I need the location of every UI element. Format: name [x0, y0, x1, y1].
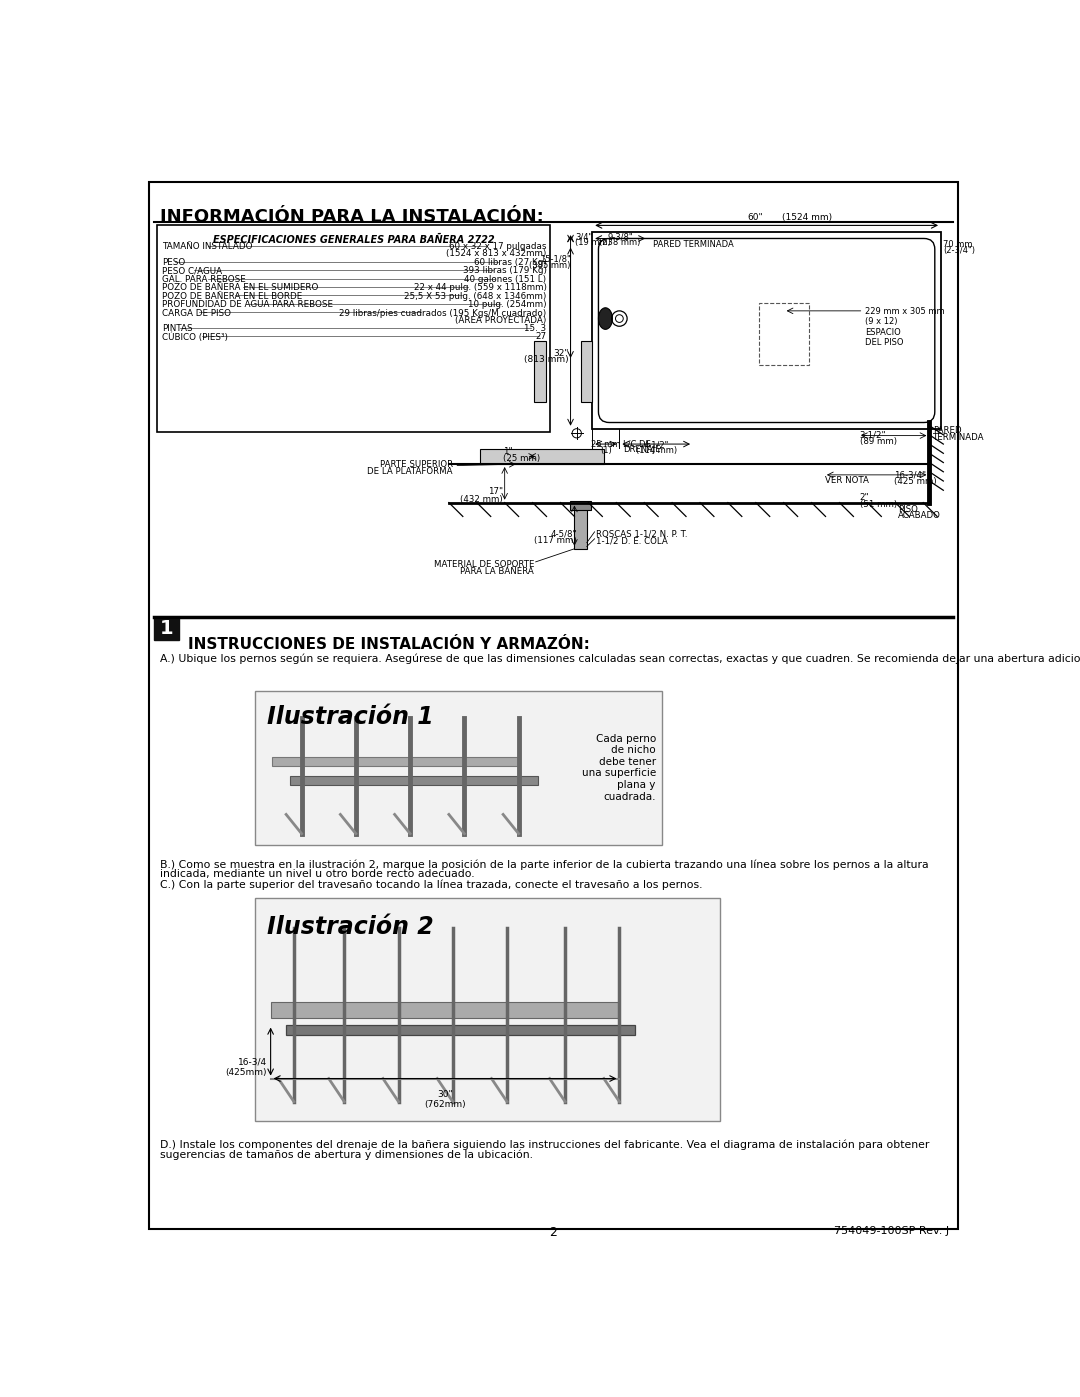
Text: CARGA DE PISO: CARGA DE PISO [162, 309, 231, 317]
Text: 29 libras/pies cuadrados (195 Kgs/M cuadrado): 29 libras/pies cuadrados (195 Kgs/M cuad… [339, 309, 546, 317]
Text: ROSCAS 1-1/2 N. P. T.: ROSCAS 1-1/2 N. P. T. [596, 529, 688, 538]
Text: ACABADO: ACABADO [899, 511, 942, 520]
Text: (89 mm): (89 mm) [860, 437, 896, 446]
Text: (432 mm): (432 mm) [460, 495, 503, 504]
Text: (385 mm): (385 mm) [529, 261, 570, 270]
Text: 4-5/8": 4-5/8" [550, 529, 577, 538]
Text: (425 mm): (425 mm) [894, 478, 937, 486]
Text: A.) Ubique los pernos según se requiera. Asegúrese de que las dimensiones calcul: A.) Ubique los pernos según se requiera.… [160, 654, 1080, 664]
Text: 2": 2" [860, 493, 869, 503]
Text: (51 mm): (51 mm) [860, 500, 896, 510]
Text: 40 galones (151 L): 40 galones (151 L) [464, 275, 546, 284]
Text: 16-3/4
(425mm): 16-3/4 (425mm) [226, 1058, 267, 1077]
Text: 15-1/8": 15-1/8" [540, 254, 570, 264]
Text: (1524 mm): (1524 mm) [782, 214, 833, 222]
Bar [570, 502, 592, 510]
Text: 754049-100SP Rev. J: 754049-100SP Rev. J [834, 1227, 948, 1236]
Text: DE LA PLATAFORMA: DE LA PLATAFORMA [367, 467, 453, 476]
Text: PINTAS: PINTAS [162, 324, 192, 332]
Text: (114 mm): (114 mm) [636, 446, 677, 454]
Bar [291, 775, 538, 785]
Text: B.) Como se muestra en la ilustración 2, marque la posición de la parte inferior: B.) Como se muestra en la ilustración 2,… [160, 859, 929, 869]
Text: 60 x 32 x 17 pulgadas: 60 x 32 x 17 pulgadas [449, 242, 546, 251]
Text: 3-1/2": 3-1/2" [860, 432, 887, 440]
Text: (238 mm): (238 mm) [599, 237, 640, 247]
Text: (1524 x 813 x 432mm): (1524 x 813 x 432mm) [446, 249, 546, 258]
Text: CÚBICO (PIES³): CÚBICO (PIES³) [162, 332, 228, 342]
Text: 70 mm: 70 mm [943, 240, 973, 249]
Bar [154, 616, 179, 640]
Text: INFORMACIÓN PARA LA INSTALACIÓN:: INFORMACIÓN PARA LA INSTALACIÓN: [160, 208, 543, 226]
Bar [575, 503, 586, 549]
Text: L/C DE: L/C DE [623, 440, 651, 448]
Text: 60": 60" [747, 214, 762, 222]
Text: MATERIAL DE SOPORTE: MATERIAL DE SOPORTE [434, 560, 535, 570]
Text: TAMAÑO INSTALADO: TAMAÑO INSTALADO [162, 242, 253, 251]
Bar [271, 1002, 619, 1018]
Text: POZO DE BAÑERA EN EL SUMIDERO: POZO DE BAÑERA EN EL SUMIDERO [162, 284, 319, 292]
Text: 25,5 X 53 pulg. (648 x 1346mm): 25,5 X 53 pulg. (648 x 1346mm) [404, 292, 546, 300]
Bar [255, 692, 662, 845]
Text: ESPECIFICACIONES GENERALES PARA BAÑERA 2722: ESPECIFICACIONES GENERALES PARA BAÑERA 2… [213, 235, 495, 244]
Text: 4-1/2": 4-1/2" [644, 440, 669, 450]
Text: DRENAJE: DRENAJE [623, 444, 661, 454]
Text: POZO DE BAÑERA EN EL BORDE: POZO DE BAÑERA EN EL BORDE [162, 292, 302, 300]
Text: 60 libras (27 Kg): 60 libras (27 Kg) [474, 257, 546, 267]
Bar [157, 225, 551, 432]
Bar [480, 448, 604, 464]
Text: 27: 27 [536, 332, 546, 341]
Bar [592, 232, 941, 429]
Text: 32": 32" [554, 349, 569, 358]
Text: Ilustración 1: Ilustración 1 [267, 705, 433, 729]
Text: 1-1/2 D. E. COLA: 1-1/2 D. E. COLA [596, 536, 667, 545]
Bar [535, 341, 545, 402]
Text: (117 mm): (117 mm) [535, 536, 577, 545]
Text: 229 mm x 305 mm
(9 x 12)
ESPACIO
DEL PISO: 229 mm x 305 mm (9 x 12) ESPACIO DEL PIS… [865, 307, 945, 348]
Text: indicada, mediante un nivel u otro borde recto adecuado.: indicada, mediante un nivel u otro borde… [160, 869, 474, 879]
Text: Cada perno
de nicho
debe tener
una superficie
plana y
cuadrada.: Cada perno de nicho debe tener una super… [581, 733, 656, 802]
Text: (19 mm): (19 mm) [576, 237, 611, 247]
Text: 10 pulg. (254mm): 10 pulg. (254mm) [468, 300, 546, 309]
Text: C.) Con la parte superior del travesaño tocando la línea trazada, conecte el tra: C.) Con la parte superior del travesaño … [160, 879, 702, 890]
Text: (1): (1) [599, 446, 611, 454]
Text: 16-3/4": 16-3/4" [894, 471, 927, 479]
Text: 22 x 44 pulg. (559 x 1118mm): 22 x 44 pulg. (559 x 1118mm) [414, 284, 546, 292]
Text: INSTRUCCIONES DE INSTALACIÓN Y ARMAZÓN:: INSTRUCCIONES DE INSTALACIÓN Y ARMAZÓN: [188, 637, 590, 651]
Ellipse shape [598, 307, 612, 330]
Text: PROFUNDIDAD DE AGUA PARA REBOSE: PROFUNDIDAD DE AGUA PARA REBOSE [162, 300, 333, 309]
Text: 30"
(762mm): 30" (762mm) [424, 1090, 465, 1109]
Text: sugerencias de tamaños de abertura y dimensiones de la ubicación.: sugerencias de tamaños de abertura y dim… [160, 1150, 532, 1160]
Text: 9-3/8": 9-3/8" [607, 232, 633, 242]
Text: 1": 1" [503, 447, 513, 457]
Text: PARTE SUPERIOR: PARTE SUPERIOR [380, 460, 453, 469]
Text: 3/4": 3/4" [576, 232, 593, 242]
Text: PARED TERMINADA: PARED TERMINADA [652, 240, 733, 249]
Text: TERMINADA: TERMINADA [933, 433, 985, 441]
Text: 17": 17" [488, 488, 503, 496]
Bar [255, 898, 720, 1120]
Text: VER NOTA: VER NOTA [825, 475, 868, 485]
Bar [759, 303, 809, 365]
Bar [286, 1024, 635, 1035]
Text: D.) Instale los componentes del drenaje de la bañera siguiendo las instrucciones: D.) Instale los componentes del drenaje … [160, 1140, 929, 1150]
Text: PISO: PISO [899, 504, 918, 514]
Bar [272, 757, 521, 766]
Bar [581, 341, 592, 402]
Text: (ÁREA PROYECTADA): (ÁREA PROYECTADA) [455, 316, 546, 326]
Text: GAL. PARA REBOSE: GAL. PARA REBOSE [162, 275, 246, 284]
Text: (25 mm): (25 mm) [503, 454, 540, 462]
Text: 15. 3: 15. 3 [525, 324, 546, 332]
Text: 1: 1 [160, 619, 174, 637]
Text: PARA LA BAÑERA: PARA LA BAÑERA [460, 567, 535, 577]
Text: Ilustración 2: Ilustración 2 [267, 915, 433, 939]
Text: 2: 2 [550, 1227, 557, 1239]
Text: (813 mm): (813 mm) [525, 355, 569, 363]
Text: 25 mm: 25 mm [591, 440, 621, 450]
Text: PESO: PESO [162, 257, 186, 267]
Text: PESO C/AGUA: PESO C/AGUA [162, 267, 222, 275]
Text: PARED: PARED [933, 426, 962, 434]
Text: (2-3/4"): (2-3/4") [943, 246, 975, 256]
Text: 393 libras (179 Kg): 393 libras (179 Kg) [462, 267, 546, 275]
